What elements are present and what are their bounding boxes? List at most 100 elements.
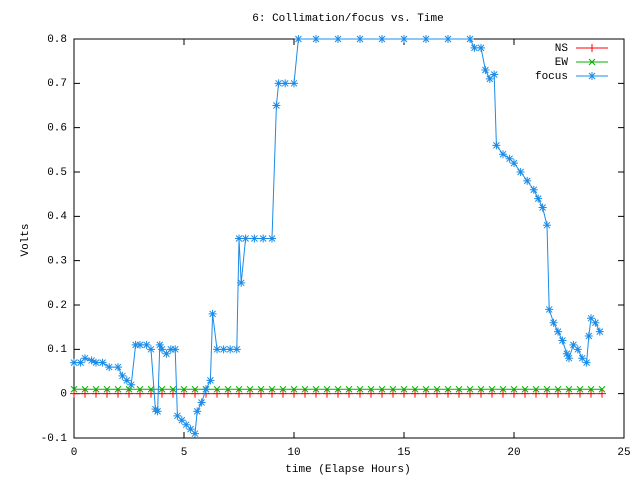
- chart-title: 6: Collimation/focus vs. Time: [252, 13, 443, 25]
- legend-marker: [588, 58, 596, 66]
- y-tick-label: -0.1: [41, 433, 68, 445]
- point-marker: [433, 385, 441, 393]
- point-marker: [400, 389, 408, 398]
- point-marker: [345, 389, 353, 398]
- point-marker: [182, 420, 191, 429]
- x-tick-label: 15: [397, 447, 410, 459]
- point-marker: [70, 389, 78, 398]
- point-marker: [87, 356, 96, 365]
- point-marker: [521, 389, 529, 398]
- point-marker: [301, 385, 309, 393]
- point-marker: [173, 411, 182, 420]
- point-marker: [389, 385, 397, 393]
- point-marker: [422, 35, 430, 43]
- point-marker: [246, 385, 254, 393]
- plot-frame: [73, 38, 625, 439]
- y-tick-label: 0.8: [47, 34, 67, 46]
- point-marker: [259, 234, 268, 243]
- legend-marker: [588, 44, 596, 52]
- point-marker: [521, 385, 529, 393]
- point-marker: [257, 389, 265, 398]
- point-marker: [114, 363, 122, 372]
- point-marker: [488, 385, 496, 393]
- point-marker: [177, 416, 186, 425]
- point-marker: [334, 389, 342, 398]
- point-marker: [202, 385, 210, 394]
- point-marker: [92, 389, 100, 398]
- point-marker: [158, 385, 166, 393]
- point-marker: [312, 35, 320, 43]
- x-tick-label: 10: [287, 447, 300, 459]
- point-marker: [573, 345, 582, 354]
- point-marker: [529, 185, 538, 194]
- point-marker: [433, 389, 441, 398]
- point-marker: [180, 385, 188, 393]
- point-marker: [312, 385, 320, 393]
- point-marker: [70, 358, 78, 367]
- point-marker: [356, 385, 364, 393]
- point-marker: [114, 389, 122, 398]
- point-marker: [587, 389, 595, 398]
- point-marker: [505, 154, 514, 163]
- x-axis-label: time (Elapse Hours): [285, 464, 410, 476]
- point-marker: [389, 389, 397, 398]
- point-marker: [208, 309, 217, 318]
- point-marker: [444, 389, 452, 398]
- point-marker: [554, 327, 562, 336]
- point-marker: [127, 380, 136, 389]
- point-marker: [534, 194, 543, 203]
- point-marker: [444, 35, 452, 43]
- point-marker: [235, 389, 243, 398]
- point-marker: [142, 340, 151, 349]
- point-marker: [422, 385, 430, 393]
- y-tick-label: 0: [60, 389, 67, 401]
- point-marker: [153, 407, 162, 416]
- point-marker: [237, 278, 246, 287]
- point-marker: [334, 35, 342, 43]
- point-marker: [367, 389, 375, 398]
- point-marker: [400, 35, 408, 43]
- point-marker: [477, 43, 485, 52]
- point-marker: [565, 385, 573, 393]
- point-marker: [268, 385, 276, 393]
- point-marker: [499, 150, 507, 159]
- point-marker: [301, 389, 309, 398]
- x-tick-label: 20: [507, 447, 520, 459]
- point-marker: [122, 376, 131, 385]
- point-marker: [226, 345, 235, 354]
- point-marker: [334, 385, 342, 393]
- point-marker: [411, 389, 419, 398]
- point-marker: [578, 354, 587, 363]
- point-marker: [576, 385, 584, 393]
- point-marker: [224, 389, 232, 398]
- point-marker: [532, 385, 540, 393]
- point-marker: [565, 354, 573, 363]
- point-marker: [272, 101, 281, 110]
- legend-label: EW: [555, 57, 569, 69]
- point-marker: [345, 385, 353, 393]
- point-marker: [232, 345, 241, 354]
- point-marker: [569, 340, 578, 349]
- point-marker: [103, 389, 111, 398]
- y-tick-label: 0.4: [47, 211, 67, 223]
- point-marker: [147, 385, 155, 393]
- point-marker: [191, 389, 199, 398]
- point-marker: [136, 340, 144, 349]
- point-marker: [323, 389, 331, 398]
- point-marker: [411, 385, 419, 393]
- point-marker: [105, 363, 114, 372]
- point-marker: [250, 234, 259, 243]
- point-marker: [466, 35, 474, 43]
- y-axis-label: Volts: [20, 223, 32, 256]
- point-marker: [147, 345, 155, 354]
- y-tick-label: 0.1: [47, 344, 67, 356]
- point-marker: [378, 385, 386, 393]
- point-marker: [582, 358, 591, 367]
- point-marker: [584, 332, 593, 341]
- point-marker: [235, 385, 243, 393]
- y-tick-label: 0.5: [47, 167, 67, 179]
- point-marker: [290, 385, 298, 393]
- y-tick-label: 0.3: [47, 256, 67, 268]
- y-tick-label: 0.2: [47, 300, 67, 312]
- point-marker: [558, 336, 567, 345]
